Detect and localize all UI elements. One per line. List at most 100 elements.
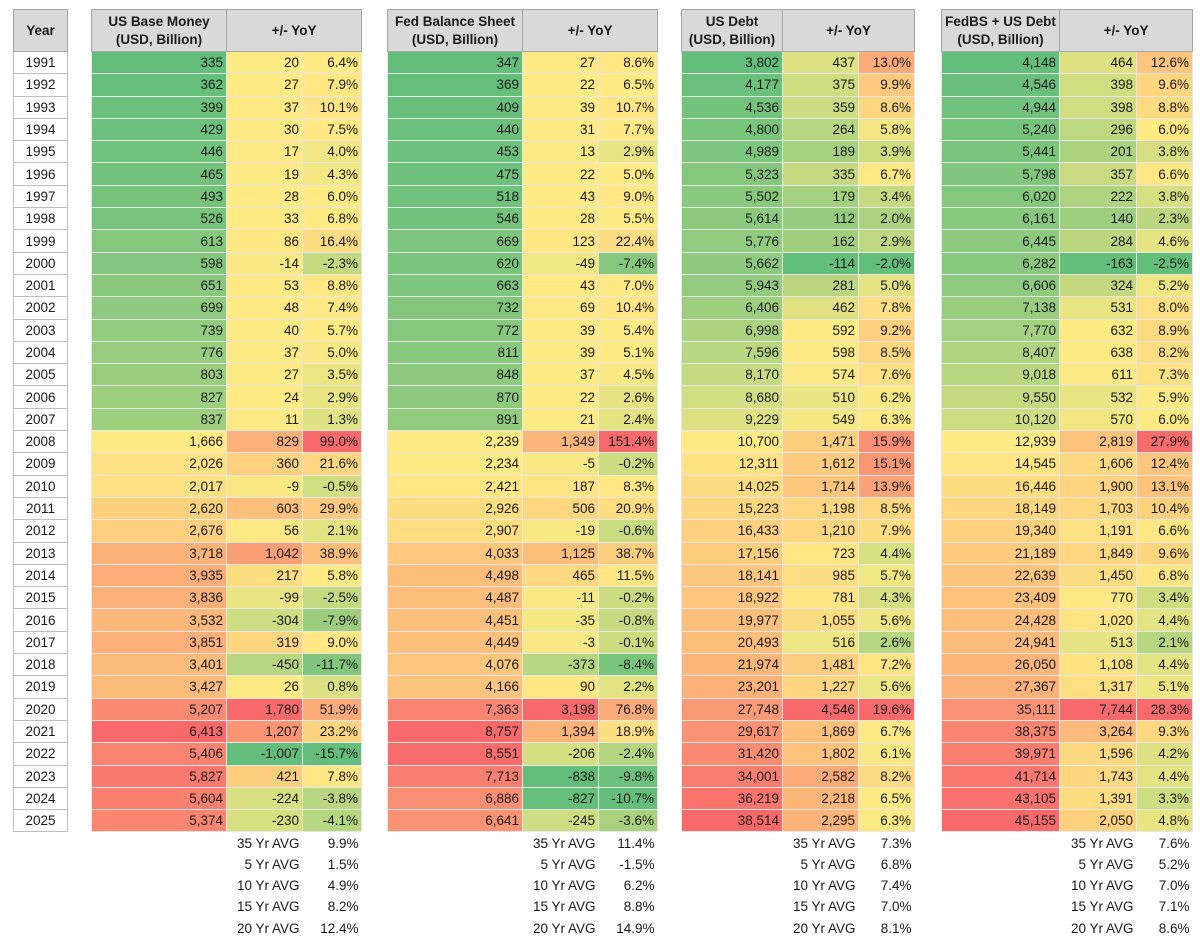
change-cell: 2,295 [782, 809, 859, 833]
value-cell: 2,421 [387, 474, 523, 498]
pct-cell: 151.4% [597, 430, 659, 454]
value-cell: 3,851 [91, 630, 227, 655]
pct-cell: 5.6% [857, 608, 916, 632]
pct-cell: 2.6% [857, 630, 916, 655]
pct-cell: -0.6% [597, 519, 659, 543]
pct-cell: 3.8% [1135, 184, 1194, 209]
table-row: 526 33 6.8% [91, 207, 363, 231]
table-row: 598 -14 -2.3% [91, 251, 363, 275]
table-row: 493 28 6.0% [91, 184, 363, 209]
pct-cell: 4.0% [301, 140, 363, 164]
change-cell: 513 [1059, 630, 1137, 655]
year-cell: 2004 [13, 340, 68, 365]
change-cell: 112 [782, 207, 859, 231]
change-cell: 1,349 [522, 430, 599, 454]
value-cell: 870 [387, 385, 523, 409]
value-cell: 3,802 [681, 50, 783, 75]
pct-cell: 4.4% [857, 541, 916, 565]
value-cell: 1,666 [91, 430, 227, 454]
value-cell: 6,161 [941, 207, 1060, 231]
value-cell: 3,836 [91, 586, 227, 610]
pct-cell: 2.0% [857, 207, 916, 231]
table-row: 15,223 1,198 8.5% [681, 496, 916, 521]
avg-spacer [387, 831, 523, 854]
avg-label: 10 Yr AVG [522, 874, 599, 897]
value-cell: 8,551 [387, 742, 523, 766]
value-cell: 493 [91, 184, 227, 209]
change-cell: 1,125 [522, 541, 599, 565]
pct-cell: -2.4% [597, 742, 659, 766]
pct-cell: 3.8% [1135, 140, 1194, 164]
table-row: 5,406 -1,007 -15.7% [91, 742, 363, 766]
table-row: 38,375 3,264 9.3% [941, 719, 1194, 744]
panel-fedbs-plus-us-debt: FedBS + US Debt (USD, Billion) +/- YoY 4,… [941, 9, 1194, 939]
table-row: 8,170 574 7.6% [681, 363, 916, 387]
table-row: 4,166 90 2.2% [387, 675, 659, 699]
table-row: 18,922 781 4.3% [681, 586, 916, 610]
table-row: 6,161 140 2.3% [941, 207, 1194, 231]
pct-cell: 7.9% [301, 73, 363, 97]
avg-value: 7.0% [858, 896, 915, 918]
change-cell: 217 [226, 563, 303, 588]
avg-row: 10 Yr AVG 6.2% [387, 874, 658, 897]
change-cell: 516 [782, 630, 859, 655]
change-cell: 360 [226, 452, 303, 476]
pct-cell: 2.9% [597, 140, 659, 164]
pct-cell: 5.5% [597, 207, 659, 231]
value-cell: 837 [91, 407, 227, 432]
panel-title: US Base Money (USD, Billion) [91, 9, 227, 52]
value-cell: 5,441 [941, 140, 1060, 164]
panel-title: US Debt (USD, Billion) [681, 9, 783, 52]
table-row: 440 31 7.7% [387, 117, 659, 142]
table-row: 7,363 3,198 76.8% [387, 697, 659, 721]
value-cell: 8,170 [681, 363, 783, 387]
table-row: 6,282 -163 -2.5% [941, 251, 1194, 275]
avg-value: 12.4% [302, 917, 362, 939]
table-row: 429 30 7.5% [91, 117, 363, 142]
avg-label: 35 Yr AVG [226, 831, 303, 854]
value-cell: 3,935 [91, 563, 227, 588]
pct-cell: 10.7% [597, 95, 659, 119]
table-row: 2,676 56 2.1% [91, 519, 363, 543]
change-cell: 506 [522, 496, 599, 521]
change-cell: 1,703 [1059, 496, 1137, 521]
avg-label: 5 Yr AVG [522, 853, 599, 875]
table-row: 5,614 112 2.0% [681, 207, 916, 231]
year-cell: 2007 [13, 407, 68, 432]
pct-cell: 7.8% [857, 296, 916, 320]
change-cell: 1,802 [782, 742, 859, 766]
avg-value: 7.1% [1136, 896, 1193, 918]
table-row: 45,155 2,050 4.8% [941, 809, 1194, 833]
change-cell: 398 [1059, 73, 1137, 97]
value-cell: 5,776 [681, 229, 783, 253]
avg-label: 15 Yr AVG [782, 896, 859, 918]
change-cell: 464 [1059, 50, 1137, 75]
table-row: 651 53 8.8% [91, 273, 363, 298]
pct-cell: -3.8% [301, 786, 363, 811]
value-cell: 827 [91, 385, 227, 409]
pct-cell: 13.1% [1135, 474, 1194, 498]
avg-label: 5 Yr AVG [226, 853, 303, 875]
pct-cell: 7.7% [597, 117, 659, 142]
change-cell: 39 [522, 340, 599, 365]
value-cell: 5,798 [941, 162, 1060, 186]
value-cell: 20,493 [681, 630, 783, 655]
value-cell: 369 [387, 73, 523, 97]
avg-row: 20 Yr AVG 8.6% [941, 917, 1193, 939]
year-cell: 2021 [13, 719, 68, 744]
pct-cell: 2.9% [301, 385, 363, 409]
value-cell: 17,156 [681, 541, 783, 565]
value-cell: 18,141 [681, 563, 783, 588]
value-cell: 2,026 [91, 452, 227, 476]
avg-row: 35 Yr AVG 7.6% [941, 831, 1193, 854]
avg-value: 11.4% [598, 831, 658, 854]
change-cell: 19 [226, 162, 303, 186]
value-cell: 19,340 [941, 519, 1060, 543]
avg-label: 15 Yr AVG [522, 896, 599, 918]
yoy-header: +/- YoY [225, 9, 363, 52]
value-cell: 2,907 [387, 519, 523, 543]
table-row: 776 37 5.0% [91, 340, 363, 365]
pct-cell: 6.8% [1135, 563, 1194, 588]
change-cell: 30 [226, 117, 303, 142]
avg-label: 20 Yr AVG [522, 917, 599, 939]
